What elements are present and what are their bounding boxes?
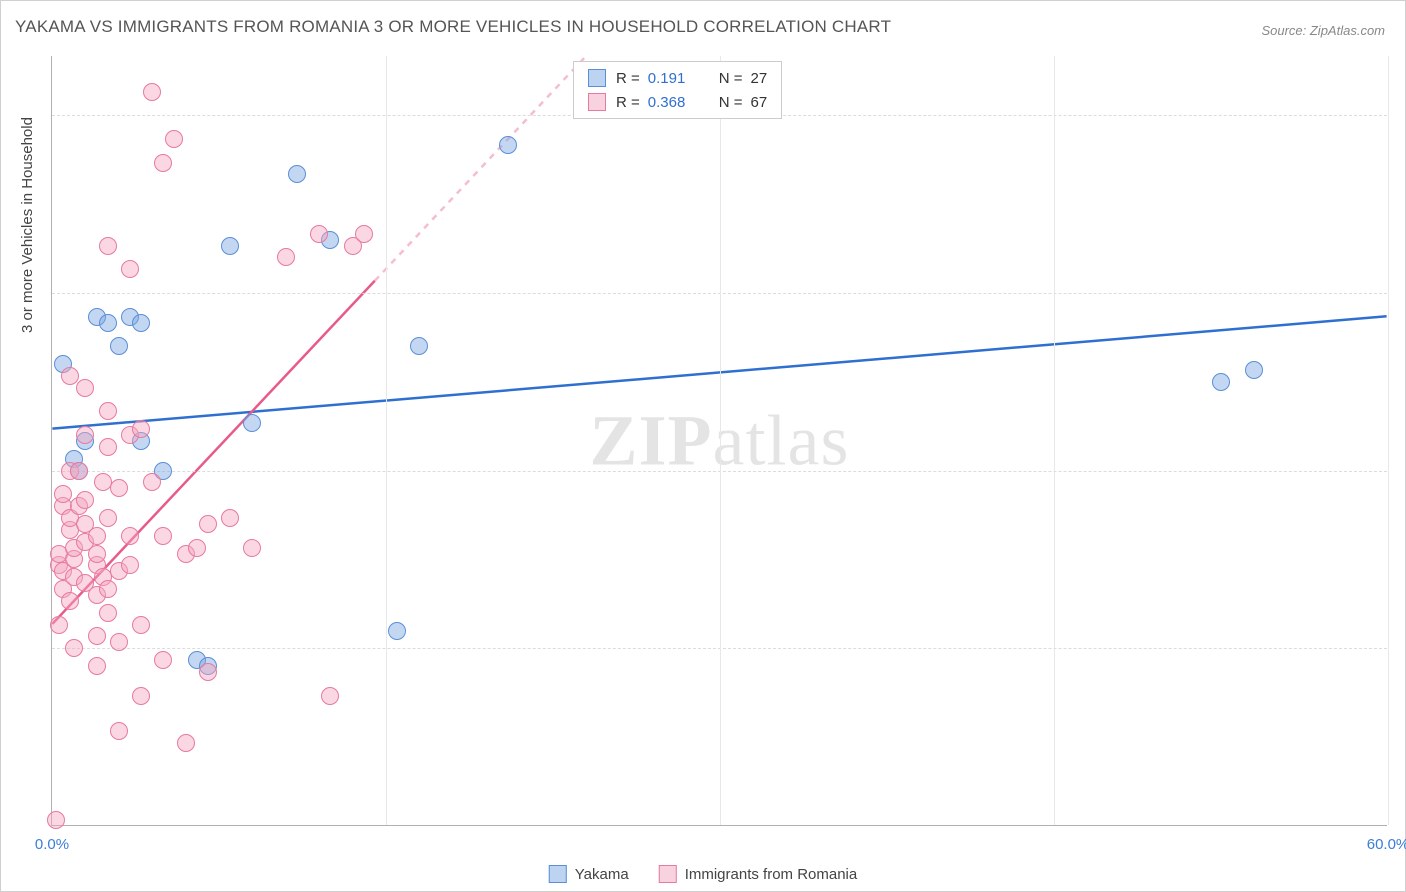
scatter-point-yakama bbox=[1212, 373, 1230, 391]
scatter-point-romania bbox=[243, 539, 261, 557]
scatter-point-romania bbox=[154, 154, 172, 172]
scatter-point-romania bbox=[221, 509, 239, 527]
scatter-point-romania bbox=[50, 616, 68, 634]
plot-area: ZIPatlas 15.0%30.0%45.0%60.0%0.0%60.0% bbox=[51, 56, 1387, 826]
scatter-point-romania bbox=[110, 633, 128, 651]
scatter-point-romania bbox=[199, 515, 217, 533]
scatter-point-romania bbox=[143, 83, 161, 101]
legend-n-value: 67 bbox=[751, 94, 768, 111]
scatter-point-romania bbox=[188, 539, 206, 557]
scatter-point-romania bbox=[99, 237, 117, 255]
scatter-point-romania bbox=[76, 379, 94, 397]
legend-n-value: 27 bbox=[751, 70, 768, 87]
scatter-point-romania bbox=[121, 556, 139, 574]
scatter-point-romania bbox=[88, 527, 106, 545]
legend-r-label: R = bbox=[616, 70, 640, 87]
scatter-point-romania bbox=[47, 811, 65, 829]
y-tick-label: 30.0% bbox=[1394, 462, 1406, 479]
legend-row: R = 0.191 N = 27 bbox=[574, 66, 781, 90]
legend-item: Yakama bbox=[549, 865, 629, 883]
scatter-point-romania bbox=[65, 639, 83, 657]
x-tick-label: 0.0% bbox=[35, 836, 69, 853]
scatter-point-yakama bbox=[288, 165, 306, 183]
scatter-point-romania bbox=[154, 527, 172, 545]
scatter-point-romania bbox=[76, 491, 94, 509]
scatter-point-romania bbox=[99, 604, 117, 622]
legend-r-label: R = bbox=[616, 94, 640, 111]
scatter-point-romania bbox=[99, 438, 117, 456]
scatter-point-romania bbox=[132, 687, 150, 705]
scatter-point-yakama bbox=[221, 237, 239, 255]
scatter-point-romania bbox=[99, 580, 117, 598]
scatter-point-romania bbox=[54, 485, 72, 503]
scatter-point-romania bbox=[110, 479, 128, 497]
scatter-point-romania bbox=[132, 616, 150, 634]
scatter-point-romania bbox=[121, 260, 139, 278]
gridline-v bbox=[720, 56, 721, 825]
legend-swatch bbox=[659, 865, 677, 883]
legend-item: Immigrants from Romania bbox=[659, 865, 858, 883]
scatter-point-romania bbox=[76, 426, 94, 444]
legend-r-value: 0.368 bbox=[648, 94, 703, 111]
scatter-point-romania bbox=[61, 592, 79, 610]
legend-label: Immigrants from Romania bbox=[685, 866, 858, 883]
legend-n-label: N = bbox=[719, 70, 743, 87]
scatter-point-romania bbox=[99, 509, 117, 527]
y-tick-label: 45.0% bbox=[1394, 284, 1406, 301]
legend-n-label: N = bbox=[719, 94, 743, 111]
legend-swatch bbox=[588, 69, 606, 87]
scatter-point-romania bbox=[310, 225, 328, 243]
scatter-point-romania bbox=[177, 734, 195, 752]
gridline-v bbox=[1388, 56, 1389, 825]
scatter-point-yakama bbox=[132, 314, 150, 332]
legend-swatch bbox=[549, 865, 567, 883]
chart-container: YAKAMA VS IMMIGRANTS FROM ROMANIA 3 OR M… bbox=[0, 0, 1406, 892]
scatter-point-romania bbox=[88, 657, 106, 675]
scatter-point-yakama bbox=[99, 314, 117, 332]
legend-row: R = 0.368 N = 67 bbox=[574, 90, 781, 114]
scatter-point-romania bbox=[165, 130, 183, 148]
legend-label: Yakama bbox=[575, 866, 629, 883]
scatter-point-yakama bbox=[388, 622, 406, 640]
scatter-point-yakama bbox=[410, 337, 428, 355]
chart-title: YAKAMA VS IMMIGRANTS FROM ROMANIA 3 OR M… bbox=[15, 17, 891, 37]
chart-source: Source: ZipAtlas.com bbox=[1261, 23, 1385, 38]
scatter-point-yakama bbox=[1245, 361, 1263, 379]
scatter-point-yakama bbox=[499, 136, 517, 154]
scatter-point-romania bbox=[70, 462, 88, 480]
scatter-point-romania bbox=[61, 367, 79, 385]
scatter-point-romania bbox=[99, 402, 117, 420]
scatter-point-romania bbox=[143, 473, 161, 491]
scatter-point-yakama bbox=[110, 337, 128, 355]
legend-swatch bbox=[588, 93, 606, 111]
scatter-point-romania bbox=[154, 651, 172, 669]
scatter-point-romania bbox=[132, 420, 150, 438]
scatter-point-romania bbox=[277, 248, 295, 266]
scatter-point-romania bbox=[355, 225, 373, 243]
gridline-v bbox=[1054, 56, 1055, 825]
scatter-point-romania bbox=[88, 545, 106, 563]
gridline-v bbox=[386, 56, 387, 825]
x-tick-label: 60.0% bbox=[1367, 836, 1406, 853]
y-axis-label: 3 or more Vehicles in Household bbox=[19, 117, 36, 333]
scatter-point-romania bbox=[199, 663, 217, 681]
scatter-point-yakama bbox=[243, 414, 261, 432]
scatter-point-romania bbox=[110, 722, 128, 740]
scatter-point-romania bbox=[88, 627, 106, 645]
y-tick-label: 60.0% bbox=[1394, 107, 1406, 124]
scatter-point-romania bbox=[321, 687, 339, 705]
scatter-point-romania bbox=[121, 527, 139, 545]
y-tick-label: 15.0% bbox=[1394, 640, 1406, 657]
legend-series: Yakama Immigrants from Romania bbox=[549, 865, 857, 883]
legend-correlation: R = 0.191 N = 27 R = 0.368 N = 67 bbox=[573, 61, 782, 119]
legend-r-value: 0.191 bbox=[648, 70, 703, 87]
